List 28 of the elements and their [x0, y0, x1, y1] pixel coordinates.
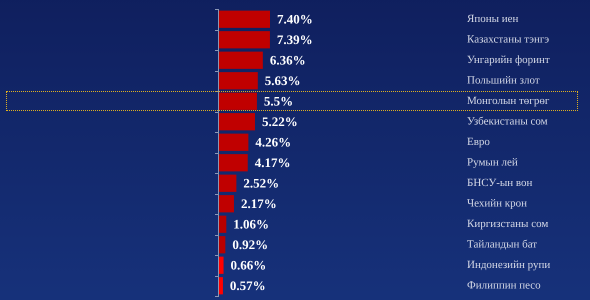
data-label: 4.17% — [254, 155, 290, 170]
y-tick-label: Японы иен — [467, 13, 519, 26]
data-label: 6.36% — [270, 52, 306, 68]
y-tick-label: Чехийн крон — [467, 198, 528, 210]
data-label: 2.52% — [243, 176, 280, 191]
data-label: 1.06% — [233, 216, 270, 232]
y-tick-label: Монголын төгрөг — [467, 95, 550, 108]
y-tick-label: Индонезийн рупи — [467, 259, 550, 272]
data-label: 4.26% — [255, 134, 292, 150]
data-label: 5.22% — [262, 114, 298, 130]
y-tick-label: Евро — [467, 136, 490, 148]
y-tick-label: Казахстаны тэнгэ — [467, 34, 550, 46]
data-label: 2.17% — [240, 196, 277, 212]
y-tick-label: БНСУ-ын вон — [467, 177, 533, 190]
data-label: 7.39% — [276, 32, 313, 48]
data-label: 5.63% — [264, 73, 301, 88]
y-tick-label: Унгарийн форинт — [467, 54, 550, 66]
data-label: 7.40% — [277, 12, 313, 27]
y-tick-label: Польшийн злот — [467, 74, 540, 87]
y-tick-label: Киргизстаны сом — [467, 218, 548, 230]
data-label: 0.66% — [230, 258, 266, 273]
data-label: 0.92% — [232, 237, 268, 252]
y-tick-label: Румын лей — [467, 156, 518, 169]
y-tick-label: Тайландын бат — [467, 238, 538, 251]
y-tick-label: Узбекистаны сом — [467, 116, 548, 128]
data-label: 0.57% — [230, 278, 266, 294]
data-label: 5.5% — [264, 94, 294, 109]
y-tick-label: Филиппин песо — [467, 280, 542, 292]
